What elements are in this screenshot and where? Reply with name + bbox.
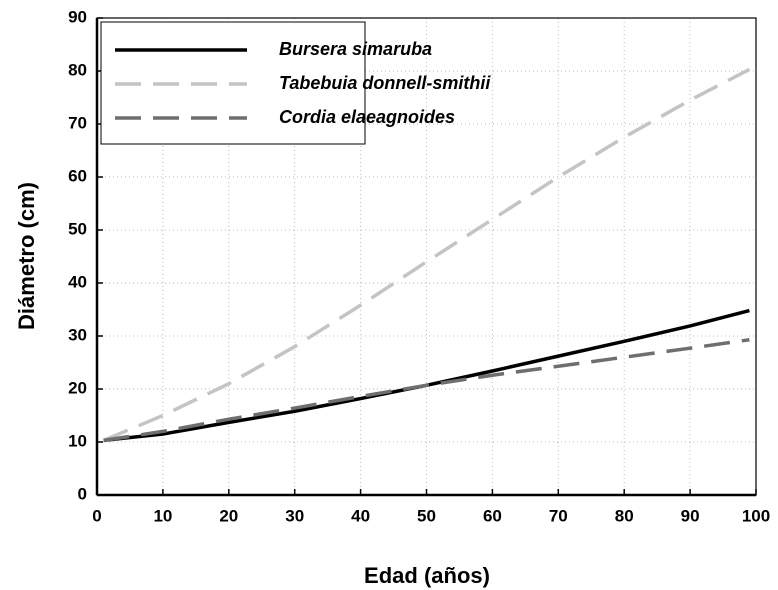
y-tick-label: 40 bbox=[68, 272, 87, 291]
y-tick-label: 50 bbox=[68, 219, 87, 238]
x-axis-title: Edad (años) bbox=[364, 563, 490, 588]
x-tick-label: 50 bbox=[417, 506, 436, 525]
x-tick-label: 0 bbox=[92, 506, 101, 525]
y-tick-label: 90 bbox=[68, 7, 87, 26]
y-tick-label: 80 bbox=[68, 60, 87, 79]
y-axis-title: Diámetro (cm) bbox=[14, 182, 39, 330]
series-line bbox=[103, 337, 750, 443]
y-tick-label: 0 bbox=[78, 484, 87, 503]
x-tick-label: 30 bbox=[285, 506, 304, 525]
y-tick-label: 10 bbox=[68, 431, 87, 450]
y-tick-label: 70 bbox=[68, 113, 87, 132]
y-tick-label: 30 bbox=[68, 325, 87, 344]
x-tick-label: 40 bbox=[351, 506, 370, 525]
series-line bbox=[102, 67, 751, 443]
x-tick-label: 10 bbox=[153, 506, 172, 525]
legend-label: Bursera simaruba bbox=[279, 39, 432, 59]
x-tick-label: 20 bbox=[219, 506, 238, 525]
y-tick-label: 20 bbox=[68, 378, 87, 397]
y-tick-label: 60 bbox=[68, 166, 87, 185]
legend-box bbox=[100, 21, 366, 145]
legend-label: Cordia elaeagnoides bbox=[279, 107, 455, 127]
x-tick-label: 90 bbox=[681, 506, 700, 525]
legend-label: Tabebuia donnell-smithii bbox=[279, 73, 491, 93]
x-tick-label: 80 bbox=[615, 506, 634, 525]
x-tick-label: 70 bbox=[549, 506, 568, 525]
x-tick-label: 60 bbox=[483, 506, 502, 525]
x-tick-label: 100 bbox=[742, 506, 770, 525]
